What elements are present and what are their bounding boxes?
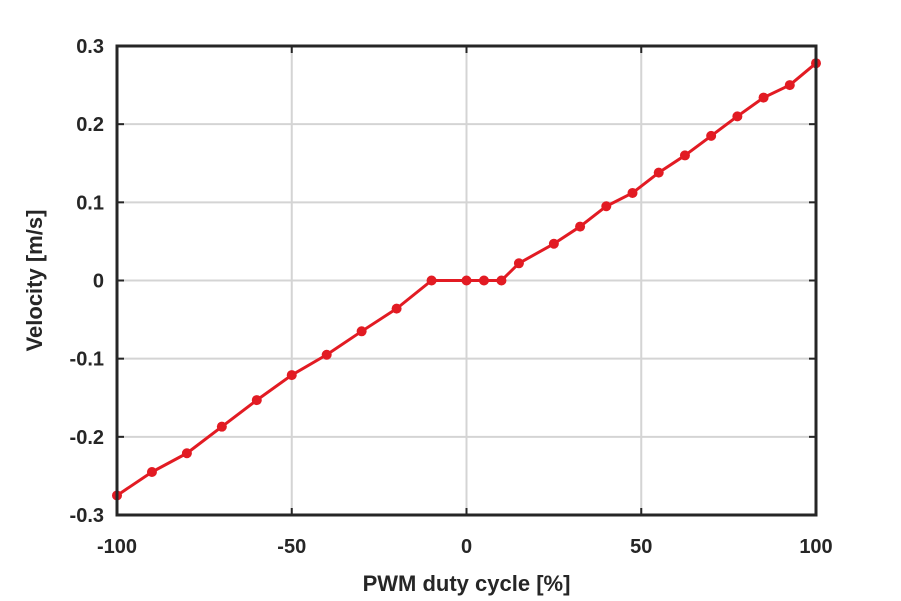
y-tick-label: 0.2 [76,114,104,136]
data-point [601,201,612,212]
y-tick-label: -0.2 [70,427,104,449]
x-tick-labels: -100 -50 0 50 100 [97,536,833,558]
x-tick-label: -50 [277,536,306,558]
axis-ticks [116,45,817,516]
data-point [426,275,437,286]
data-point [784,80,795,91]
data-point [679,150,690,161]
data-point [251,395,262,406]
data-point [732,111,743,122]
y-tick-label: 0 [93,271,104,293]
data-series [112,58,821,501]
y-tick-labels: -0.3 -0.2 -0.1 0 0.1 0.2 0.3 [70,36,104,527]
data-point [286,370,297,381]
y-tick-label: 0.1 [76,192,104,214]
data-point [321,349,332,360]
data-point [575,221,586,232]
x-axis-label: PWM duty cycle [%] [363,571,571,596]
y-axis-label: Velocity [m/s] [22,210,47,352]
data-point [706,130,717,141]
x-tick-label: 50 [630,536,652,558]
data-point [653,167,664,178]
data-point [627,187,638,198]
y-tick-label: 0.3 [76,36,104,58]
data-point [391,303,402,314]
y-tick-label: -0.3 [70,505,104,527]
x-tick-label: 0 [461,536,472,558]
data-point [548,238,559,249]
data-point [758,92,769,103]
data-point [461,275,472,286]
x-tick-label: 100 [799,536,832,558]
data-point [146,467,157,478]
data-point [478,275,489,286]
data-point [216,421,227,432]
data-point [181,448,192,459]
y-tick-label: -0.1 [70,349,104,371]
data-point [513,258,524,269]
x-tick-label: -100 [97,536,137,558]
data-point [356,326,367,337]
data-point [496,275,507,286]
